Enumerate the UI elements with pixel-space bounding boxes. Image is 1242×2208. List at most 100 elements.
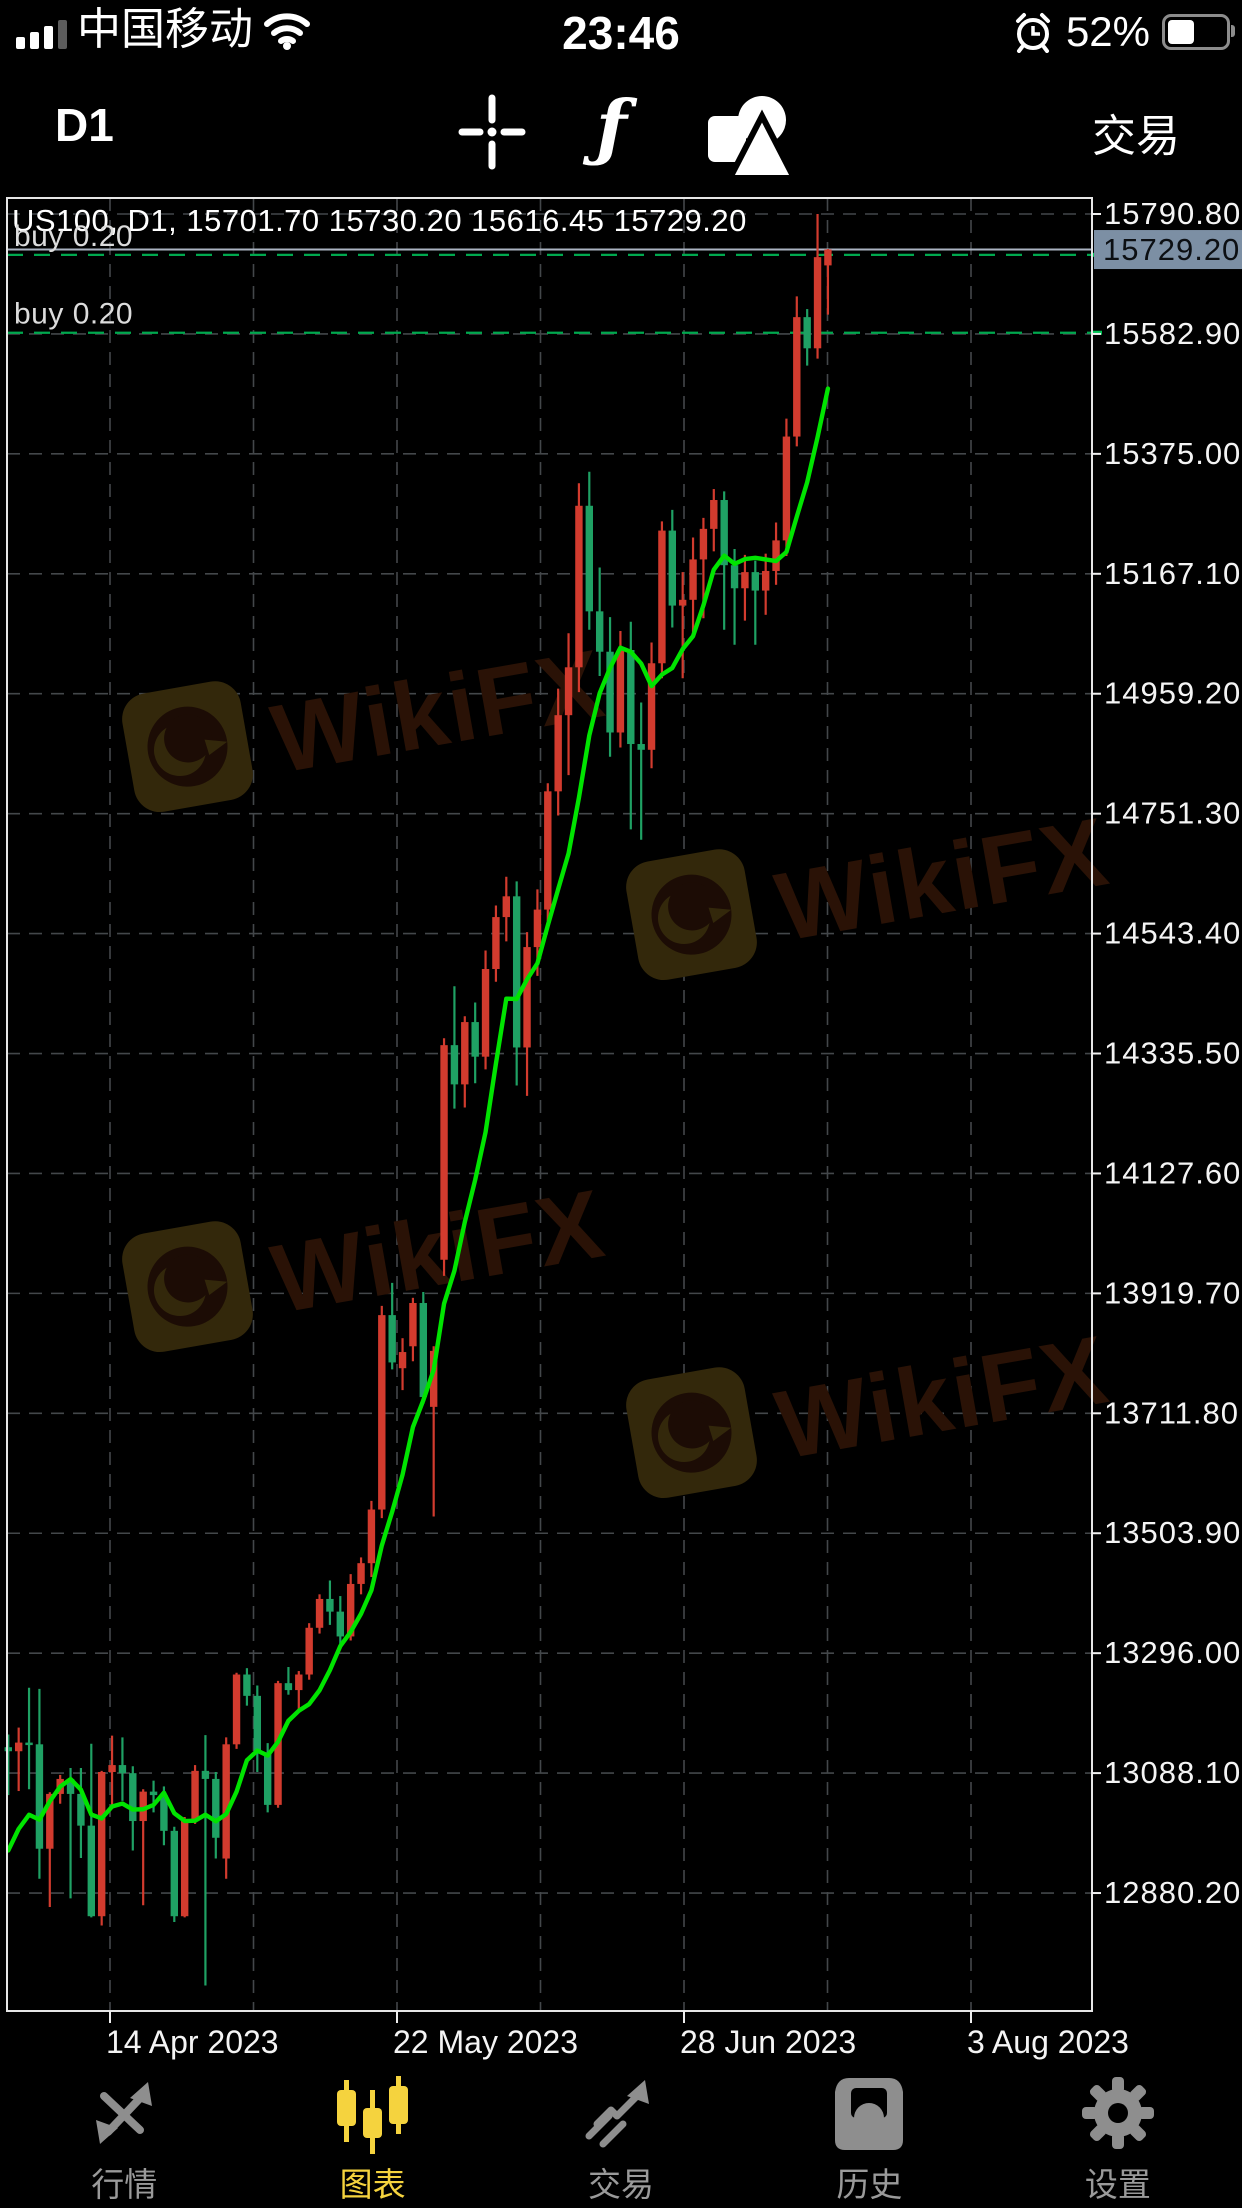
svg-text:22 May 2023: 22 May 2023 — [393, 2024, 578, 2060]
ma-line — [6, 386, 831, 1853]
svg-text:14751.30: 14751.30 — [1104, 796, 1241, 831]
tab-trade[interactable]: 交易 — [497, 2072, 745, 2208]
candle — [720, 491, 728, 630]
candle — [305, 1623, 313, 1680]
order-lines — [7, 248, 1102, 335]
candle — [647, 642, 656, 769]
candle — [4, 1734, 12, 1796]
candle — [824, 248, 832, 315]
candle — [243, 1668, 251, 1706]
tab-label: 交易 — [588, 2166, 655, 2203]
candle — [232, 1672, 241, 1749]
tab-settings[interactable]: 设置 — [994, 2072, 1242, 2208]
svg-text:15729.20: 15729.20 — [1103, 232, 1240, 267]
candle — [689, 537, 697, 636]
candle — [554, 688, 562, 816]
svg-text:13088.10: 13088.10 — [1104, 1755, 1241, 1790]
tab-history[interactable]: 历史 — [745, 2072, 993, 2208]
price-chart[interactable]: WikiFXWikiFXWikiFXWikiFX15790.8015582.90… — [0, 195, 1242, 2075]
candle — [201, 1735, 210, 1986]
chart-labels: US100, D1, 15701.70 15730.20 15616.45 15… — [12, 203, 746, 331]
candles — [4, 214, 832, 1986]
candle — [803, 309, 811, 366]
tab-label: 图表 — [339, 2166, 406, 2203]
tab-label: 行情 — [91, 2166, 158, 2203]
candle — [793, 296, 801, 447]
candle — [66, 1767, 75, 1899]
svg-text:12880.20: 12880.20 — [1104, 1875, 1241, 1910]
candle — [180, 1816, 189, 1918]
candle — [118, 1737, 127, 1801]
status-bar: 中国移动 23:46 52% — [0, 0, 1242, 62]
candle — [357, 1557, 365, 1595]
svg-text:14959.20: 14959.20 — [1104, 676, 1241, 711]
chart-grid — [7, 198, 1092, 2011]
svg-text:28 Jun 2023: 28 Jun 2023 — [680, 2024, 856, 2060]
svg-text:13296.00: 13296.00 — [1104, 1635, 1241, 1670]
candle — [191, 1765, 199, 1824]
candle — [481, 950, 490, 1070]
svg-text:15375.00: 15375.00 — [1104, 436, 1241, 471]
chart-toolbar: D1 ƒ 交易 — [0, 80, 1242, 182]
candle — [315, 1594, 324, 1634]
candle — [606, 617, 614, 757]
svg-text:14127.60: 14127.60 — [1104, 1155, 1241, 1190]
candle — [782, 418, 791, 556]
candle — [326, 1580, 334, 1625]
battery-percent-label: 52% — [1065, 8, 1150, 55]
candle — [471, 1002, 479, 1084]
signal-strength-icon — [16, 19, 67, 49]
tab-quotes[interactable]: 行情 — [0, 2072, 248, 2208]
history-icon — [835, 2078, 904, 2150]
svg-text:13919.70: 13919.70 — [1104, 1275, 1241, 1310]
alarm-icon — [1015, 13, 1050, 53]
trade-button[interactable]: 交易 — [1092, 112, 1180, 161]
candle — [253, 1685, 261, 1773]
quotes-icon — [96, 2082, 153, 2144]
tab-label: 设置 — [1084, 2166, 1151, 2203]
candle — [25, 1687, 33, 1790]
svg-text:WikiFX: WikiFX — [768, 1314, 1116, 1479]
candle — [46, 1792, 54, 1907]
candle — [595, 567, 604, 676]
carrier-label: 中国移动 — [77, 5, 253, 54]
clock-label: 23:46 — [562, 7, 680, 59]
candle — [170, 1826, 178, 1922]
svg-text:WikiFX: WikiFX — [264, 1168, 612, 1333]
svg-text:WikiFX: WikiFX — [768, 796, 1116, 961]
crosshair-icon[interactable] — [452, 90, 532, 174]
candle — [710, 489, 718, 552]
candle — [564, 633, 573, 776]
candle — [440, 1038, 448, 1276]
date-axis: 14 Apr 2023 22 May 2023 28 Jun 2023 3 Aug 2… — [106, 2011, 1129, 2060]
candle — [585, 471, 593, 630]
candle — [523, 932, 531, 1096]
candle — [409, 1297, 417, 1362]
tab-bar: 行情 图表 交易 — [0, 2072, 1242, 2208]
candle — [813, 214, 822, 359]
candle — [741, 554, 749, 621]
candle — [14, 1727, 23, 1792]
candle — [637, 702, 645, 840]
candle — [678, 572, 687, 679]
svg-text:15167.10: 15167.10 — [1104, 556, 1241, 591]
candle — [77, 1767, 85, 1858]
svg-text:14 Apr 2023: 14 Apr 2023 — [106, 2024, 279, 2060]
candle — [512, 881, 521, 1086]
svg-text:15790.80: 15790.80 — [1104, 196, 1241, 231]
position-label: buy 0.20 — [14, 220, 133, 253]
candle — [35, 1688, 44, 1879]
candle — [751, 560, 759, 645]
svg-text:14335.50: 14335.50 — [1104, 1036, 1241, 1071]
candle — [336, 1596, 344, 1647]
chart-frame — [6, 197, 1093, 2012]
candle — [388, 1282, 396, 1370]
tab-charts[interactable]: 图表 — [248, 2072, 496, 2208]
svg-text:14543.40: 14543.40 — [1104, 916, 1241, 951]
objects-icon[interactable] — [700, 90, 810, 182]
candle — [502, 876, 510, 942]
candle — [212, 1772, 220, 1859]
timeframe-button[interactable]: D1 — [55, 99, 114, 151]
indicators-icon[interactable]: ƒ — [596, 84, 627, 169]
